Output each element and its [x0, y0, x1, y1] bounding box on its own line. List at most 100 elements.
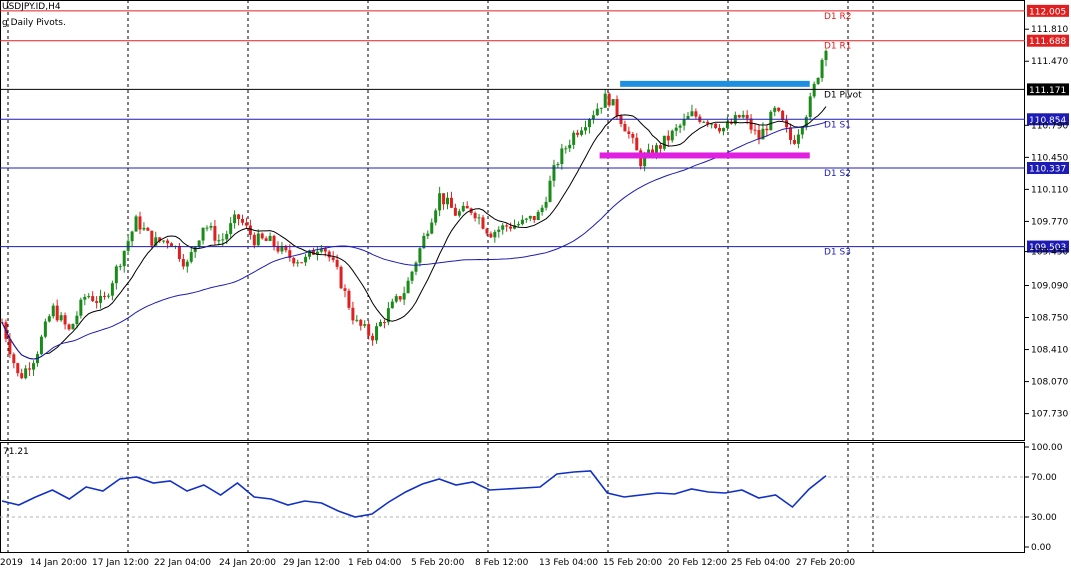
candle-body	[773, 107, 777, 112]
time-axis-label: 1 Feb 04:00	[348, 558, 402, 568]
candle-body	[359, 319, 363, 326]
candle-body	[386, 308, 390, 323]
candle-body	[24, 368, 28, 379]
candle-body	[311, 250, 315, 255]
rsi-axis-label: 0.00	[1031, 543, 1051, 553]
price-axis-label: 111.470	[1031, 57, 1068, 67]
candle-body	[524, 218, 528, 220]
candle-body	[95, 301, 99, 303]
candle-body	[792, 139, 796, 144]
price-axis-label: 108.070	[1031, 378, 1068, 388]
candle-body	[741, 114, 745, 118]
rsi-panel-frame	[0, 442, 1025, 553]
candle-body	[422, 235, 426, 249]
candle-body	[666, 135, 670, 141]
candle-body	[658, 145, 662, 149]
candle-body	[378, 322, 382, 327]
candle-body	[406, 280, 410, 294]
candle-body	[757, 129, 761, 140]
candle-body	[627, 131, 631, 134]
candle-body	[493, 231, 497, 238]
candle-body	[177, 246, 181, 259]
candle-body	[209, 225, 213, 228]
candle-body	[248, 225, 252, 235]
rsi-line	[1, 470, 827, 518]
candle-body	[434, 210, 438, 223]
candle-body	[363, 324, 367, 326]
candle-body	[824, 50, 828, 60]
candle-body	[595, 108, 599, 116]
candle-body	[205, 227, 209, 229]
candle-body	[686, 115, 690, 120]
candle-body	[442, 193, 446, 205]
candle-body	[331, 257, 335, 260]
candle-body	[237, 214, 241, 220]
candle-body	[335, 259, 339, 267]
candle-body	[59, 315, 63, 321]
time-axis-label: 27 Feb 20:00	[796, 558, 855, 568]
candle-body	[162, 240, 166, 242]
candle-body	[134, 216, 138, 232]
candle-body	[552, 165, 556, 181]
candle-body	[402, 293, 406, 300]
time-axis-label: 14 Jan 20:00	[30, 558, 87, 568]
candle-body	[244, 222, 248, 226]
candle-body	[603, 93, 607, 108]
candle-body	[323, 248, 327, 252]
candle-body	[485, 228, 489, 234]
price-axis-label: 109.770	[1031, 217, 1068, 227]
candle-body	[725, 122, 729, 129]
candle-body	[327, 251, 331, 258]
candle-body	[505, 225, 509, 227]
candle-body	[690, 111, 694, 116]
candle-body	[678, 125, 682, 128]
candle-body	[706, 121, 710, 124]
candle-body	[497, 229, 501, 232]
time-axis-label: 2019	[0, 558, 23, 568]
candle-body	[516, 224, 520, 226]
candle-body	[252, 234, 256, 246]
candle-body	[509, 226, 513, 229]
pivot-name-label: D1 R1	[824, 42, 852, 52]
candle-body	[473, 212, 477, 219]
candle-body	[319, 248, 323, 252]
candle-body	[201, 227, 205, 241]
candle-body	[654, 145, 658, 157]
candle-body	[623, 123, 627, 132]
candle-body	[816, 77, 820, 84]
candle-body	[142, 227, 146, 230]
candle-body	[20, 373, 24, 379]
candle-body	[292, 257, 296, 264]
candle-body	[418, 248, 422, 263]
candle-body	[426, 233, 430, 236]
candle-body	[264, 238, 268, 241]
pivot-price-text: 110.337	[1029, 164, 1066, 174]
candle-body	[481, 217, 485, 229]
candle-body	[150, 230, 154, 246]
candle-body	[643, 155, 647, 167]
candle-body	[79, 299, 83, 316]
ma-fast-line	[1, 106, 827, 360]
candle-body	[513, 225, 517, 229]
candle-body	[520, 219, 524, 225]
candle-body	[181, 258, 185, 267]
candle-body	[737, 115, 741, 118]
candle-body	[785, 120, 789, 128]
candle-body	[114, 266, 118, 284]
candle-body	[453, 207, 457, 216]
time-axis-label: 22 Jan 04:00	[154, 558, 211, 568]
candle-body	[635, 137, 639, 151]
candle-body	[158, 237, 162, 242]
candle-body	[461, 205, 465, 212]
candle-body	[576, 132, 580, 135]
candle-body	[765, 128, 769, 131]
pivot-name-label: D1 R2	[824, 12, 852, 22]
candle-body	[355, 319, 359, 321]
candle-body	[276, 246, 280, 252]
candle-body	[189, 252, 193, 262]
main-panel-frame	[0, 0, 1025, 441]
candle-body	[394, 296, 398, 302]
candle-body	[351, 307, 355, 321]
candle-body	[347, 290, 351, 308]
